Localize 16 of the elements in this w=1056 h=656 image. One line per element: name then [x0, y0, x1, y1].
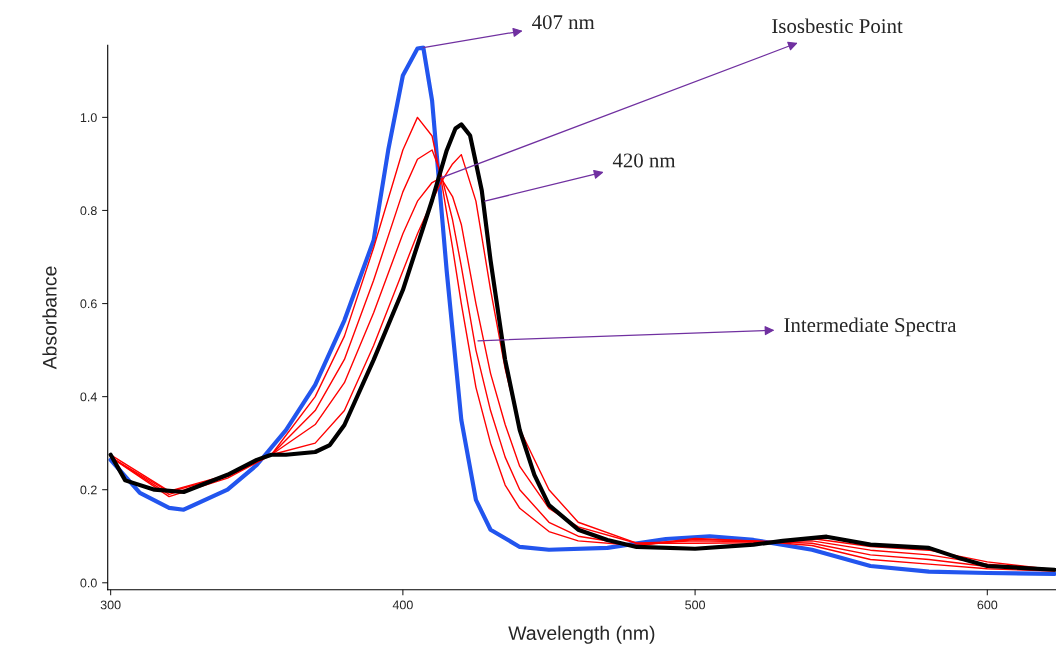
y-tick-label: 0.2 [80, 485, 97, 495]
annotation: Intermediate Spectra [784, 317, 957, 337]
x-tick-label: 600 [977, 600, 998, 610]
y-axis-title: Absorbance [42, 266, 57, 370]
x-tick-label: 400 [392, 600, 413, 610]
y-tick-label: 0.4 [80, 392, 97, 402]
y-tick-label: 0.8 [80, 206, 97, 216]
x-axis-title: Wavelength (nm) [508, 625, 655, 644]
x-tick-label: 500 [685, 600, 706, 610]
y-tick-label: 0.6 [80, 299, 97, 309]
annotation: 407 nm [532, 15, 595, 30]
y-tick-label: 0.0 [80, 578, 97, 588]
annotation: 420 nm [612, 153, 676, 168]
y-tick-label: 1.0 [80, 113, 97, 123]
x-tick-label: 300 [100, 600, 121, 610]
annotation: Isosbestic Point [772, 18, 903, 34]
